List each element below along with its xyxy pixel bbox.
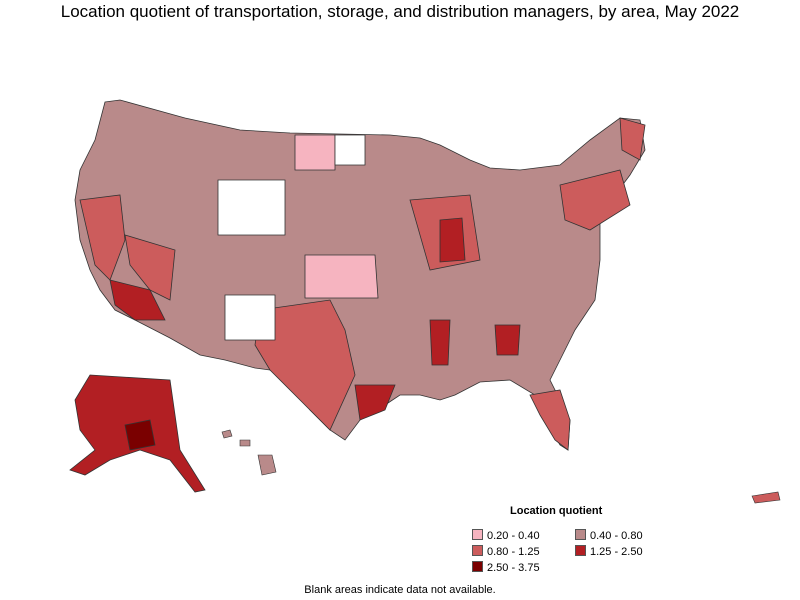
legend-swatch bbox=[472, 561, 483, 572]
region-dakota-pink bbox=[294, 134, 336, 171]
region-florida bbox=[529, 389, 571, 451]
legend-label: 1.25 - 2.50 bbox=[590, 546, 643, 558]
legend-title: Location quotient bbox=[510, 505, 603, 517]
legend-swatch bbox=[472, 545, 483, 556]
region-maine bbox=[619, 117, 646, 161]
region-nevada bbox=[124, 234, 176, 301]
legend-swatch bbox=[472, 529, 483, 540]
legend-item-0: 0.20 - 0.40 bbox=[472, 529, 540, 542]
region-west-coast bbox=[79, 194, 126, 281]
footnote: Blank areas indicate data not available. bbox=[304, 584, 496, 596]
region-memphis bbox=[429, 319, 451, 366]
region-georgia bbox=[494, 324, 521, 356]
legend-swatch bbox=[575, 529, 586, 540]
legend-label: 0.80 - 1.25 bbox=[487, 546, 540, 558]
region-wyoming-blank bbox=[217, 179, 286, 236]
legend-item-4: 2.50 - 3.75 bbox=[472, 561, 540, 574]
legend-item-1: 0.40 - 0.80 bbox=[575, 529, 643, 542]
alaska bbox=[69, 374, 206, 493]
hawaii bbox=[221, 429, 277, 476]
hawaii-island-3 bbox=[257, 454, 277, 476]
hawaii-island-1 bbox=[221, 429, 233, 439]
region-socal bbox=[109, 279, 166, 321]
region-chicago bbox=[439, 217, 466, 263]
legend-label: 2.50 - 3.75 bbox=[487, 562, 540, 574]
legend-item-2: 0.80 - 1.25 bbox=[472, 545, 540, 558]
region-kansas bbox=[304, 254, 379, 299]
legend-label: 0.40 - 0.80 bbox=[590, 530, 643, 542]
region-northeast bbox=[559, 169, 631, 231]
hawaii-island-2 bbox=[239, 439, 251, 447]
contiguous-us bbox=[74, 99, 646, 451]
legend-label: 0.20 - 0.40 bbox=[487, 530, 540, 542]
region-newmexico-blank bbox=[224, 294, 276, 341]
region-houston bbox=[354, 384, 396, 421]
legend-swatch bbox=[575, 545, 586, 556]
legend-item-3: 1.25 - 2.50 bbox=[575, 545, 643, 558]
region-northdakota-blank bbox=[334, 134, 366, 166]
map-title: Location quotient of transportation, sto… bbox=[60, 2, 740, 21]
alaska-anchorage bbox=[124, 419, 156, 451]
puerto-rico bbox=[751, 491, 781, 504]
region-texas bbox=[254, 299, 356, 431]
puerto-rico-region bbox=[751, 491, 781, 504]
